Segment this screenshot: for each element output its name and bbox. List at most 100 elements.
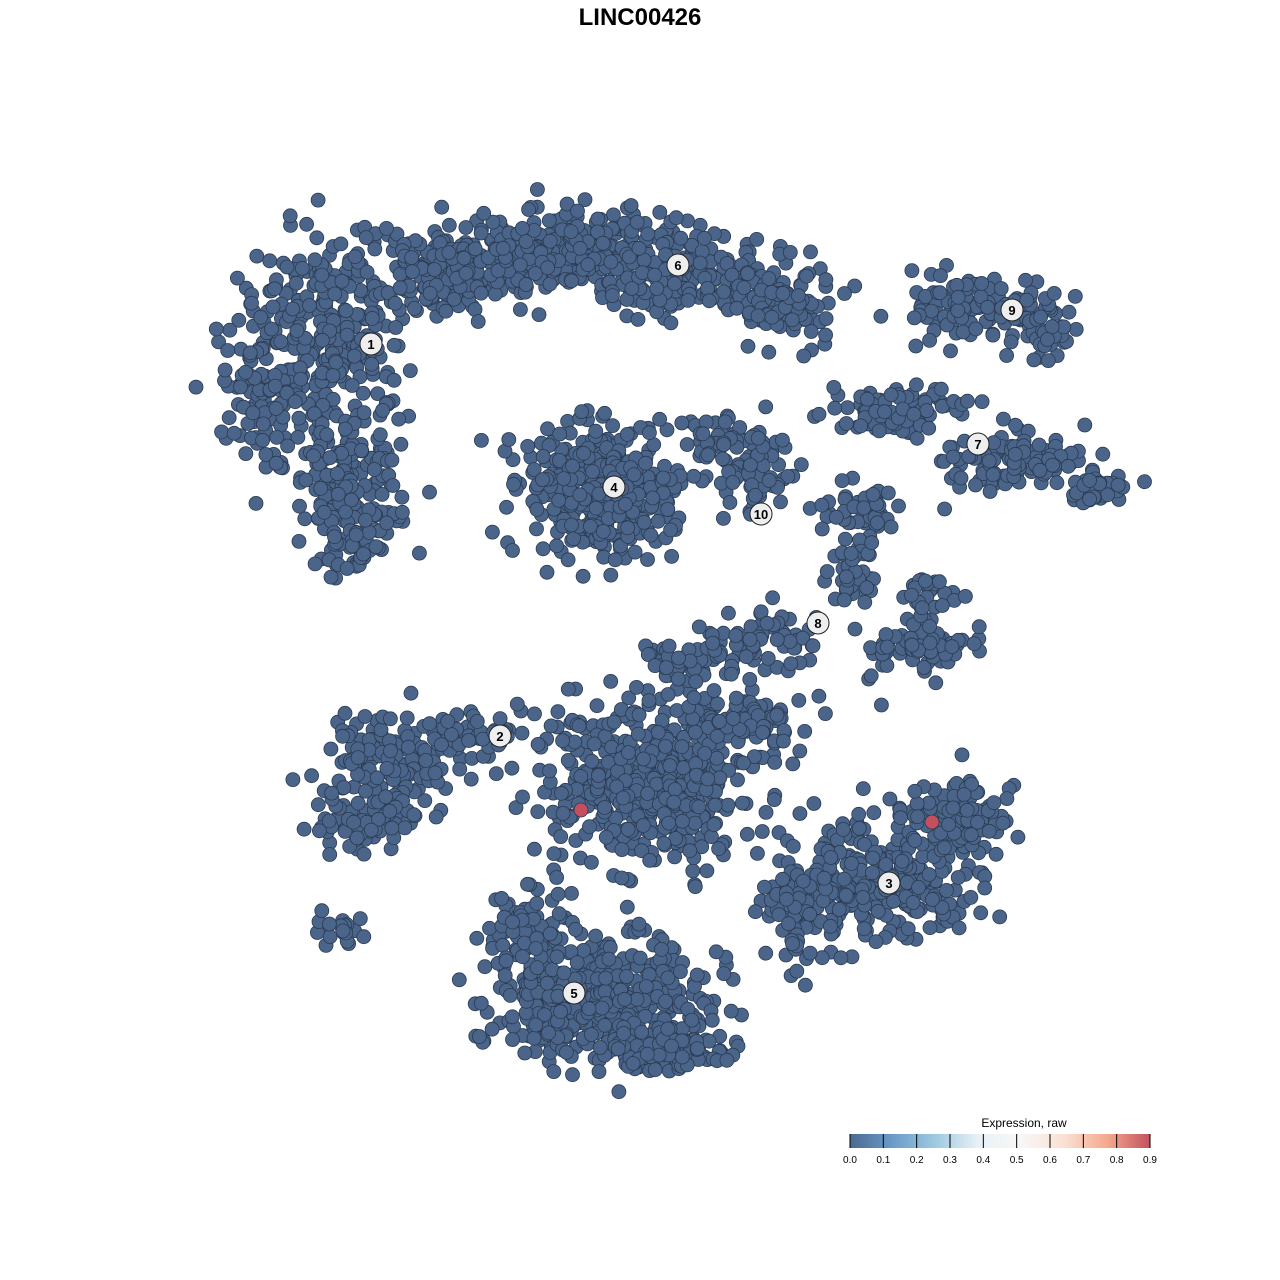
colorbar-tick-label: 0.9 xyxy=(1143,1155,1157,1166)
cell-point xyxy=(868,934,884,950)
cell-point xyxy=(357,709,373,724)
cell-point xyxy=(816,870,832,886)
cell-point xyxy=(527,266,543,281)
cell-point xyxy=(269,429,285,445)
cell-point xyxy=(619,426,635,442)
cell-point xyxy=(595,235,611,251)
cell-point xyxy=(652,204,668,220)
cell-point xyxy=(603,254,619,270)
cell-point xyxy=(687,724,703,740)
cell-point xyxy=(393,436,409,452)
cell-point xyxy=(873,308,889,324)
cell-point xyxy=(922,619,937,634)
cell-point xyxy=(650,724,666,740)
cell-point xyxy=(936,840,952,856)
cell-point xyxy=(402,363,418,379)
cell-point xyxy=(339,327,355,343)
cell-point xyxy=(451,972,467,988)
cell-point xyxy=(663,522,678,538)
cell-point xyxy=(563,224,579,240)
cell-point xyxy=(695,426,711,442)
cell-point xyxy=(324,785,340,801)
cell-point xyxy=(758,805,774,820)
cell-point xyxy=(588,423,604,439)
cell-point xyxy=(1008,446,1023,462)
cell-point xyxy=(1137,474,1152,490)
cell-point xyxy=(610,1041,626,1057)
cell-point xyxy=(932,574,947,590)
cell-point xyxy=(656,836,672,851)
cell-point xyxy=(512,257,528,273)
cell-point xyxy=(851,820,867,836)
cell-point xyxy=(427,765,443,781)
cell-point xyxy=(267,281,283,297)
cell-point xyxy=(918,573,933,589)
cell-point xyxy=(549,949,565,965)
cell-point xyxy=(471,1029,487,1044)
cell-point xyxy=(740,266,756,282)
cell-point xyxy=(1045,457,1060,473)
cell-point xyxy=(882,791,898,807)
cell-point xyxy=(373,722,389,738)
cluster-label: 9 xyxy=(1008,303,1015,318)
cell-point xyxy=(304,768,320,784)
cell-point xyxy=(307,556,323,572)
cell-point xyxy=(265,299,281,315)
cell-point xyxy=(598,829,614,845)
cell-point xyxy=(279,259,295,275)
cell-point xyxy=(495,240,511,256)
cell-point xyxy=(520,876,535,892)
cell-point xyxy=(327,529,342,545)
cell-point xyxy=(716,966,732,981)
cell-point xyxy=(582,819,597,835)
cell-point xyxy=(865,487,881,502)
cell-point xyxy=(285,301,301,317)
cell-point xyxy=(499,499,514,515)
cluster-label: 3 xyxy=(885,876,892,891)
cell-point xyxy=(386,372,402,388)
cell-point xyxy=(1049,475,1065,491)
cell-point xyxy=(391,411,407,427)
cell-point xyxy=(595,524,611,539)
cell-point xyxy=(728,628,744,643)
cell-point xyxy=(366,461,382,477)
cell-point xyxy=(619,969,634,984)
cell-point xyxy=(909,796,925,811)
cell-point xyxy=(836,592,852,608)
cell-point xyxy=(258,447,274,462)
cell-point xyxy=(590,211,606,227)
cell-point xyxy=(482,920,497,936)
cell-point xyxy=(735,795,750,811)
cell-point xyxy=(469,714,485,729)
cell-point xyxy=(747,487,763,503)
cell-point xyxy=(660,970,676,986)
cell-point xyxy=(864,535,880,551)
cell-point xyxy=(267,378,283,394)
cell-point xyxy=(818,311,834,327)
cell-point xyxy=(937,501,952,517)
cell-point xyxy=(700,447,716,463)
cell-point xyxy=(441,245,457,261)
cell-point xyxy=(498,953,514,969)
cell-point xyxy=(585,464,600,480)
cell-point xyxy=(911,880,926,895)
cluster-label: 5 xyxy=(570,986,577,1001)
cell-point xyxy=(966,636,982,652)
cell-point xyxy=(717,414,733,430)
cell-point xyxy=(932,285,948,301)
cell-point xyxy=(290,429,306,445)
cell-point xyxy=(918,288,933,304)
cell-point xyxy=(527,706,542,722)
cell-point xyxy=(914,600,930,616)
cell-point xyxy=(707,797,723,813)
cell-point xyxy=(691,619,707,635)
cell-point xyxy=(761,344,777,360)
cell-point xyxy=(823,918,838,934)
cell-point xyxy=(963,827,979,843)
cell-point xyxy=(647,267,662,283)
cell-point xyxy=(268,455,284,471)
cell-point xyxy=(988,846,1004,862)
cell-point xyxy=(484,1021,500,1037)
cell-point xyxy=(773,494,788,510)
cell-point xyxy=(1003,334,1019,350)
